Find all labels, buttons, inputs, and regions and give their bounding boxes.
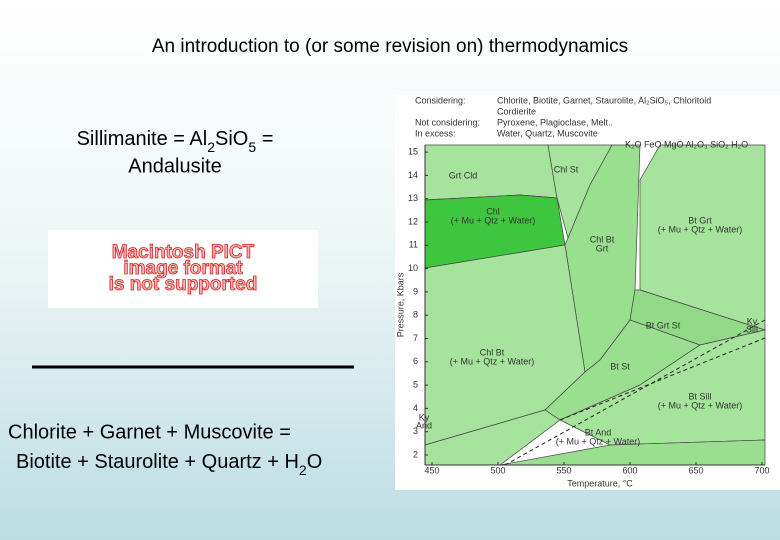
header-label: Considering: — [415, 95, 466, 105]
y-tick-label: 9 — [413, 286, 418, 296]
boundary-line — [559, 337, 766, 421]
field-label: Chl Bt — [480, 347, 505, 357]
x-tick-label: 500 — [490, 465, 505, 475]
x-tick-label: 600 — [622, 465, 637, 475]
text: Biotite + Staurolite + Quartz + H — [16, 451, 299, 473]
field-label: Chl St — [554, 164, 579, 174]
field-label: Bt Grt St — [646, 320, 681, 330]
field-label: Bt Sill — [688, 391, 711, 401]
pict-box — [48, 230, 318, 308]
field-label: (+ Mu + Qtz + Water) — [451, 215, 535, 225]
y-axis-label: Pressure, Kbars — [395, 272, 405, 337]
reaction-line: Biotite + Staurolite + Quartz + H2O — [16, 451, 322, 477]
y-tick-label: 10 — [408, 263, 418, 273]
components: K₂O FeO MgO Al₂O₃ SiO₂ H₂O — [625, 139, 748, 149]
header-text: Chlorite, Biotite, Garnet, Staurolite, A… — [497, 95, 711, 105]
pict-text: Macintosh PICT — [112, 242, 255, 263]
field-label: Chl — [486, 206, 500, 216]
header-label: In excess: — [415, 128, 456, 138]
boundary-label: Sill — [746, 324, 758, 334]
field-label: Chl Bt — [590, 234, 615, 244]
field-label: (+ Mu + Qtz + Water) — [658, 400, 742, 410]
y-tick-label: 15 — [408, 146, 418, 156]
field-label: Bt And — [585, 427, 612, 437]
phase-diagram: Considering: Chlorite, Biotite, Garnet, S… — [395, 95, 780, 490]
pict-text: image format — [123, 258, 243, 279]
header-text: Water, Quartz, Muscovite — [497, 128, 598, 138]
y-tick-label: 3 — [413, 426, 418, 436]
y-tick-label: 2 — [413, 449, 418, 459]
field-label: Grt — [596, 243, 609, 253]
y-tick-label: 12 — [408, 216, 418, 226]
x-tick-label: 450 — [424, 465, 439, 475]
x-tick-label: 650 — [688, 465, 703, 475]
pict-text: is not supported — [109, 274, 258, 295]
x-tick-label: 550 — [556, 465, 571, 475]
subscript: 2 — [207, 139, 215, 155]
y-tick-label: 13 — [408, 193, 418, 203]
x-axis-label: Temperature, °C — [567, 478, 633, 488]
subscript: 2 — [299, 462, 307, 478]
x-tick-label: 700 — [754, 465, 769, 475]
boundary-line — [504, 319, 766, 466]
reaction-line: Chlorite + Garnet + Muscovite = — [8, 421, 291, 443]
boundary-label: Ky — [747, 316, 758, 326]
y-tick-label: 14 — [408, 170, 418, 180]
text: SiO — [215, 128, 248, 150]
field-label: (+ Mu + Qtz + Water) — [658, 224, 742, 234]
header-text: Pyroxene, Plagioclase, Melt.. — [497, 117, 613, 127]
boundary-label: Ky — [419, 412, 430, 422]
header-label: Not considering: — [415, 117, 480, 127]
field-label: Grt Cld — [449, 170, 478, 180]
y-tick-label: 7 — [413, 333, 418, 343]
text: O — [307, 451, 323, 473]
y-tick-label: 11 — [409, 240, 418, 250]
y-tick-label: 6 — [413, 356, 418, 366]
sillimanite-line: Andalusite — [128, 155, 221, 177]
y-tick-label: 8 — [413, 310, 418, 320]
y-tick-label: 5 — [413, 379, 418, 389]
y-tick-label: 4 — [413, 403, 418, 413]
slide-title: An introduction to (or some revision on)… — [152, 36, 628, 57]
sillimanite-line: Sillimanite = Al2SiO5 = — [77, 128, 274, 154]
boundary-label: And — [416, 420, 432, 430]
field-label: (+ Mu + Qtz + Water) — [450, 356, 534, 366]
text: = — [256, 128, 273, 150]
field — [424, 144, 558, 201]
field-label: Bt Grt — [688, 215, 712, 225]
subscript: 5 — [248, 139, 256, 155]
field-label: (+ Mu + Qtz + Water) — [556, 436, 640, 446]
field-label: Bt St — [610, 361, 630, 371]
header-text: Cordierite — [497, 106, 536, 116]
text: Sillimanite = Al — [77, 128, 208, 150]
